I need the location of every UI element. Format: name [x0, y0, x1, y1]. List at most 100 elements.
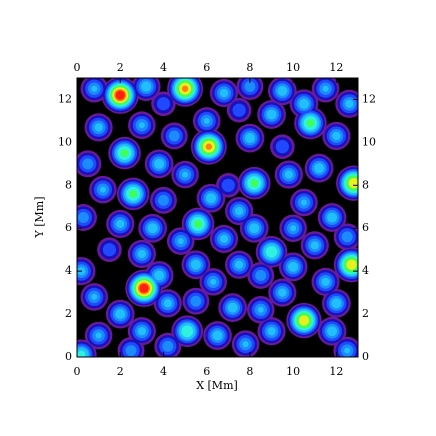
intensity-blob — [249, 223, 260, 234]
intensity-blob — [331, 298, 342, 309]
intensity-blob — [265, 246, 278, 258]
intensity-blob — [139, 283, 149, 293]
y-tick-label: 12 — [58, 92, 72, 105]
intensity-blob — [137, 249, 147, 259]
intensity-blob — [310, 241, 319, 250]
plot-frame — [76, 77, 359, 358]
intensity-blob — [205, 193, 217, 204]
intensity-blob — [278, 288, 287, 297]
intensity-blob — [255, 269, 267, 281]
x-tick-label: 4 — [160, 61, 167, 74]
x-tick-label: 10 — [286, 365, 300, 378]
intensity-blob — [344, 347, 351, 354]
y-tick-label: 10 — [58, 135, 72, 148]
intensity-blob — [232, 103, 246, 117]
intensity-blob — [210, 278, 217, 285]
intensity-blob — [345, 99, 354, 108]
intensity-blob — [234, 206, 244, 216]
intensity-blob — [91, 293, 98, 300]
intensity-blob — [94, 123, 103, 132]
intensity-blob — [116, 219, 125, 229]
intensity-blob — [290, 225, 297, 232]
y-tick-label: 6 — [65, 221, 72, 234]
x-tick-label: 6 — [203, 61, 210, 74]
y-tick-label: 2 — [65, 307, 72, 320]
intensity-blob — [147, 223, 158, 234]
x-tick-label: 6 — [203, 365, 210, 378]
intensity-blob — [125, 345, 137, 357]
intensity-blob — [190, 295, 202, 307]
intensity-blob — [266, 109, 277, 120]
intensity-blob — [154, 270, 165, 281]
x-tick-label: 0 — [74, 61, 81, 74]
intensity-blob — [138, 122, 145, 129]
x-tick-label: 12 — [329, 365, 343, 378]
y-tick-label: 6 — [362, 221, 369, 234]
intensity-blob — [346, 259, 357, 270]
y-tick-label: 4 — [65, 264, 72, 277]
intensity-blob — [321, 277, 330, 287]
y-tick-label: 0 — [65, 350, 72, 363]
intensity-blob — [242, 341, 249, 348]
intensity-blob — [129, 190, 137, 198]
intensity-blob — [298, 315, 310, 326]
intensity-blob — [327, 326, 338, 337]
x-tick-label: 8 — [246, 61, 253, 74]
intensity-blob — [102, 243, 117, 257]
intensity-blob — [99, 186, 106, 193]
intensity-blob — [157, 194, 169, 206]
intensity-blob — [244, 133, 255, 144]
intensity-blob — [162, 340, 174, 352]
intensity-blob — [177, 238, 184, 245]
x-tick-label: 10 — [286, 61, 300, 74]
x-tick-label: 0 — [74, 365, 81, 378]
intensity-blob — [77, 350, 86, 357]
intensity-blob — [227, 302, 238, 313]
intensity-blob — [78, 212, 89, 223]
intensity-blob — [257, 306, 264, 313]
intensity-blob — [284, 170, 293, 179]
x-tick-label: 4 — [160, 365, 167, 378]
y-tick-label: 0 — [362, 350, 369, 363]
intensity-blob — [82, 158, 94, 170]
intensity-blob — [219, 88, 229, 98]
y-tick-label: 8 — [362, 178, 369, 191]
intensity-blob — [300, 199, 307, 206]
intensity-blob — [120, 149, 129, 157]
intensity-blob — [115, 90, 125, 100]
y-tick-label: 8 — [65, 178, 72, 191]
intensity-blob — [182, 171, 189, 178]
y-axis-label: Y [Mm] — [33, 196, 46, 238]
intensity-blob — [154, 158, 165, 169]
intensity-blob — [288, 261, 299, 272]
intensity-blob — [306, 119, 315, 127]
intensity-blob — [221, 178, 235, 192]
intensity-blob — [141, 81, 152, 92]
intensity-blob — [244, 81, 256, 93]
intensity-blob — [190, 259, 201, 270]
y-tick-label: 2 — [362, 307, 369, 320]
x-tick-label: 2 — [117, 61, 124, 74]
intensity-blob — [168, 130, 180, 142]
intensity-map — [77, 78, 358, 357]
intensity-blob — [156, 97, 171, 111]
intensity-blob — [298, 98, 310, 109]
intensity-blob — [181, 325, 193, 337]
intensity-blob — [250, 179, 259, 187]
intensity-blob — [181, 85, 189, 92]
intensity-blob — [194, 220, 202, 228]
intensity-blob — [277, 85, 288, 96]
intensity-blob — [234, 260, 244, 269]
intensity-blob — [348, 177, 358, 189]
x-tick-label: 2 — [117, 365, 124, 378]
intensity-blob — [267, 327, 276, 336]
y-tick-label: 4 — [362, 264, 369, 277]
x-tick-label: 8 — [246, 365, 253, 378]
intensity-blob — [212, 330, 223, 341]
intensity-blob — [314, 163, 325, 174]
intensity-blob — [219, 234, 229, 244]
intensity-blob — [341, 231, 353, 243]
intensity-blob — [95, 332, 102, 339]
x-tick-label: 12 — [329, 61, 343, 74]
